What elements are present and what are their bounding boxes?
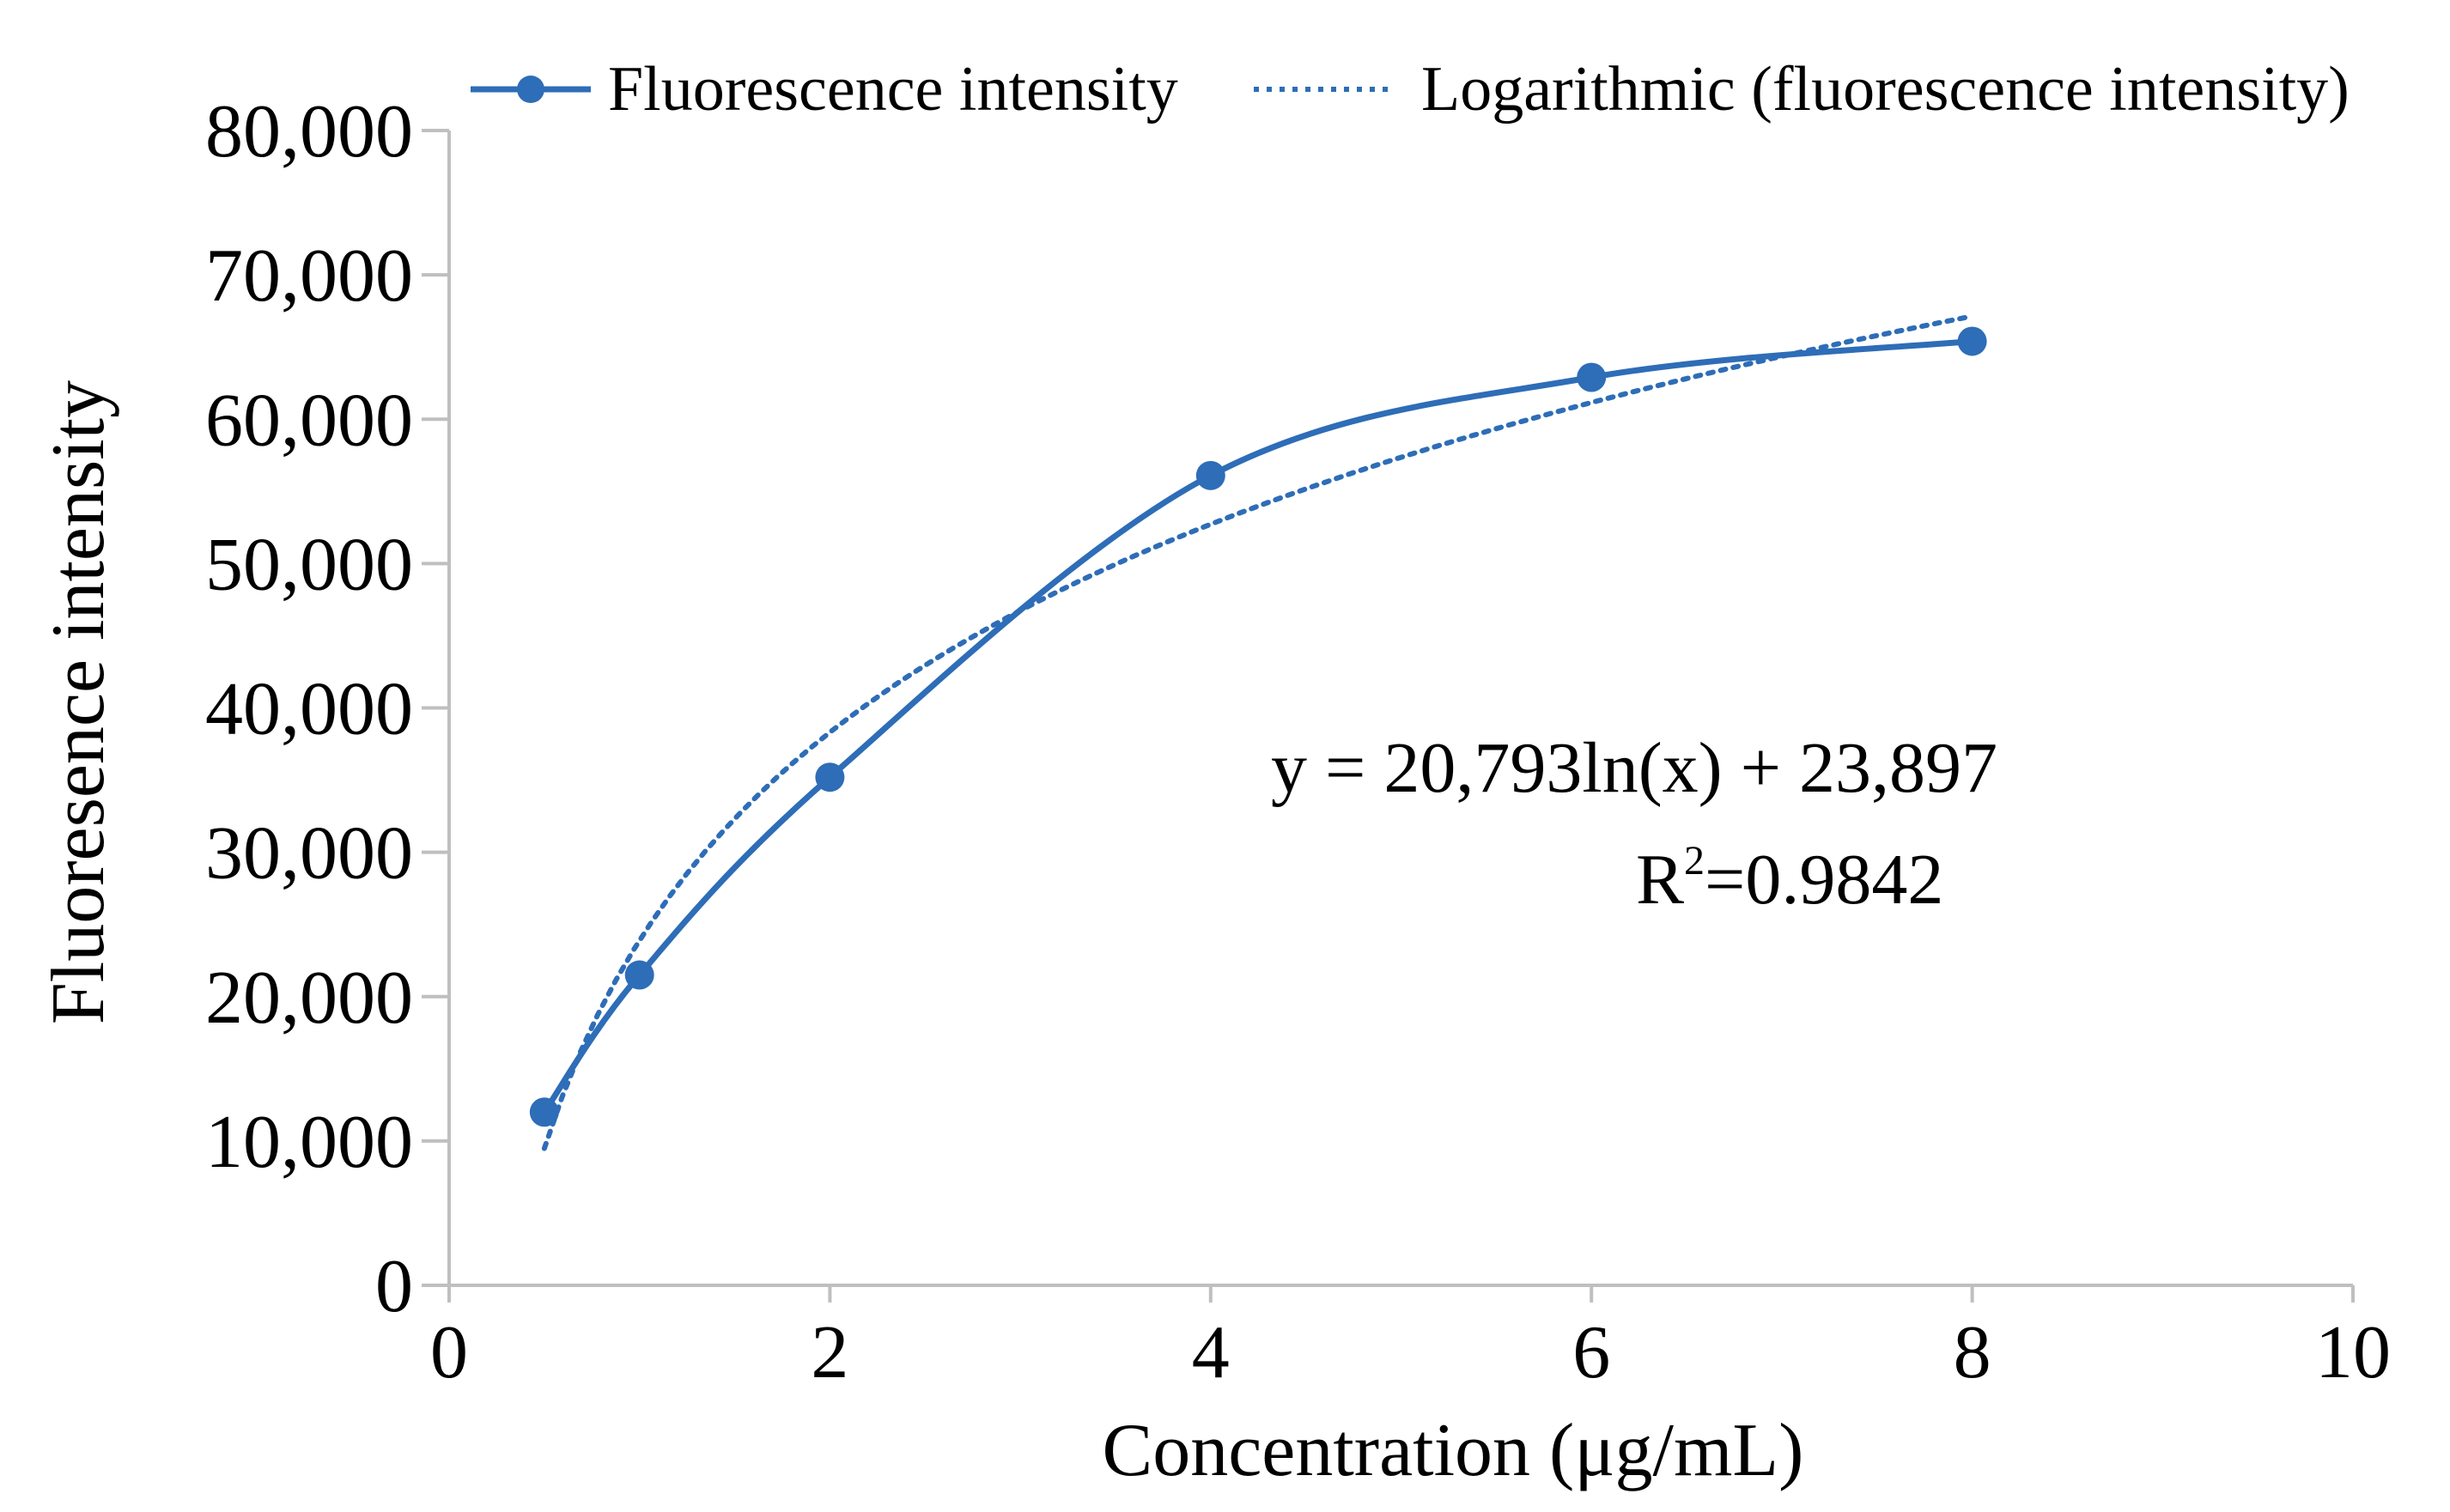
tick-labels: 0 10,000 20,000 30,000 40,000 50,000 60,000 70,… <box>205 90 2391 1394</box>
r-squared-prefix: R <box>1636 840 1684 920</box>
x-tick-label: 0 <box>430 1311 468 1394</box>
y-tick-label: 10,000 <box>205 1101 413 1184</box>
data-point <box>1957 326 1987 356</box>
legend: Fluorescence intensity Logarithmic (fluo… <box>471 54 2350 124</box>
legend-series-marker <box>517 76 544 103</box>
x-tick-label: 2 <box>811 1311 848 1394</box>
trendline-path <box>541 313 1975 1151</box>
y-tick-label: 70,000 <box>205 234 413 318</box>
x-tick-label: 10 <box>2315 1311 2391 1394</box>
r-squared-superscript: 2 <box>1684 838 1705 884</box>
data-point <box>1195 460 1225 490</box>
y-axis-title: Fluoresence intensity <box>37 380 120 1024</box>
series-layer <box>529 326 1987 1127</box>
y-tick-label: 30,000 <box>205 812 413 896</box>
data-point <box>815 762 845 792</box>
axes <box>422 129 2355 1303</box>
y-tick-label: 60,000 <box>205 379 413 462</box>
trendline-equation: y = 20,793ln(x) + 23,897 <box>1271 728 1997 808</box>
legend-series-label: Fluorescence intensity <box>608 54 1178 124</box>
y-tick-label: 0 <box>375 1245 413 1328</box>
y-tick-label: 40,000 <box>205 668 413 751</box>
r-squared-value: =0.9842 <box>1705 840 1943 920</box>
y-tick-label: 50,000 <box>205 523 413 606</box>
data-point <box>529 1097 559 1127</box>
r-squared-label: R2=0.9842 <box>1636 838 1943 920</box>
series-line <box>541 337 1973 1114</box>
y-tick-label: 20,000 <box>205 956 413 1040</box>
data-point <box>624 960 654 990</box>
data-point <box>1577 362 1607 392</box>
x-tick-label: 4 <box>1192 1311 1230 1394</box>
x-tick-label: 6 <box>1572 1311 1610 1394</box>
y-tick-label: 80,000 <box>205 90 413 173</box>
legend-trendline-label: Logarithmic (fluorescence intensity) <box>1421 54 2350 124</box>
x-tick-label: 8 <box>1954 1311 1991 1394</box>
trendline-layer <box>541 313 1975 1151</box>
x-axis-title: Concentration (μg/mL) <box>1103 1409 1804 1492</box>
